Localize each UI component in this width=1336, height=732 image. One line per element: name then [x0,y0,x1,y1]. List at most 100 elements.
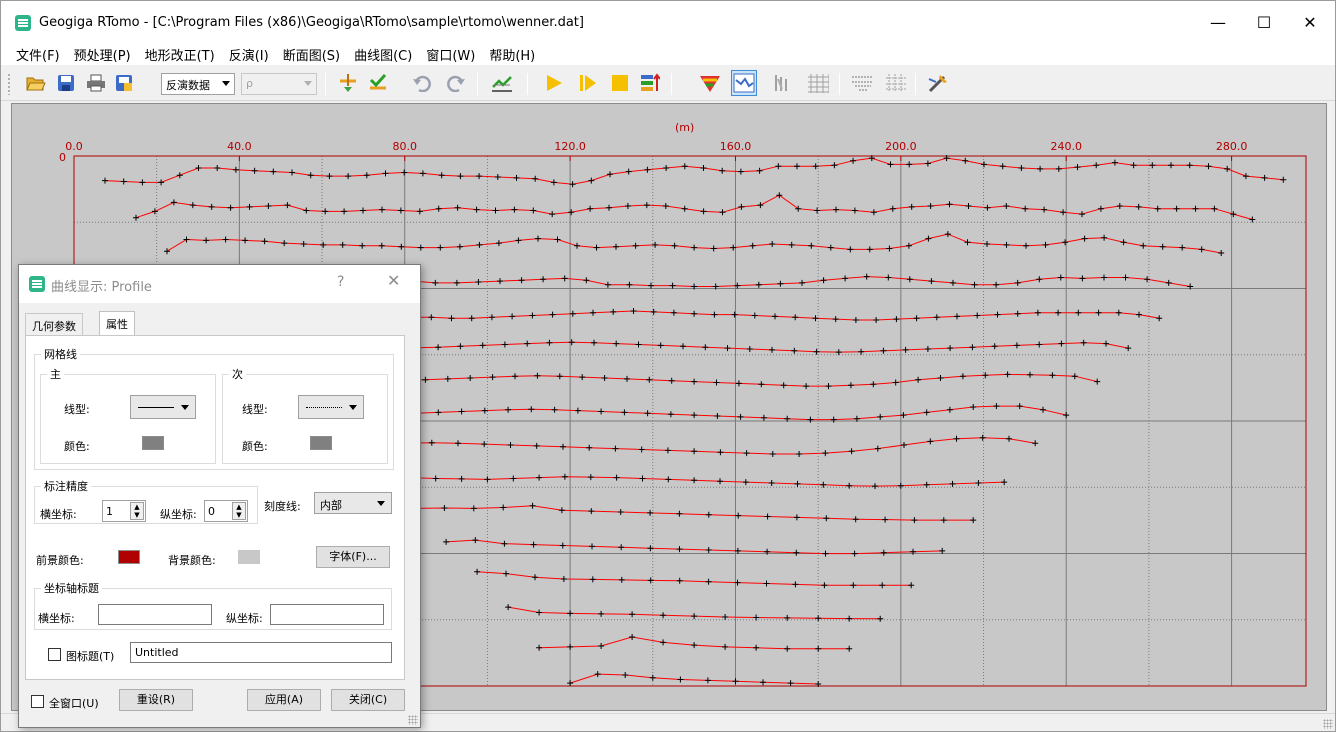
x-axis-title-input[interactable] [98,604,212,625]
model-icon[interactable] [851,72,873,94]
data-point-marker [1062,239,1069,246]
data-point-marker [776,192,783,199]
help-icon[interactable]: ? [337,274,345,290]
data-point-marker [815,615,822,622]
background-color-swatch[interactable] [238,550,260,564]
data-point-marker [913,315,920,322]
data-point-marker [587,205,594,212]
menu-file[interactable]: 文件(F) [16,48,60,64]
data-point-marker [794,163,800,170]
parameter-select[interactable]: ρ [241,73,317,95]
topo-icon[interactable] [699,72,721,94]
data-point-marker [251,167,258,174]
data-point-marker [591,339,597,346]
tick-mark-select[interactable]: 内部 [314,492,392,514]
check-icon[interactable] [367,72,389,94]
data-point-marker [848,448,855,455]
major-grid-group: 主 [40,366,216,464]
y-precision-spinner[interactable]: 0 ▲ ▼ [204,500,248,522]
close-button[interactable]: ✕ [1303,12,1317,32]
data-point-marker [610,308,617,315]
data-point-marker [975,480,982,486]
data-point-marker [492,207,499,214]
undo-icon[interactable] [411,72,433,94]
menu-window[interactable]: 窗口(W) [426,48,476,64]
x-tick-label: 40.0 [227,140,252,153]
data-point-marker [559,542,566,549]
data-point-marker [1036,341,1043,348]
chart-title-checkbox[interactable] [48,648,61,661]
data-point-marker [923,409,930,416]
dotted-line-sample [306,407,342,408]
reset-button[interactable]: 重设(R) [119,689,193,711]
data-point-marker [1140,242,1147,249]
apply-button[interactable]: 应用(A) [247,689,321,711]
print-icon[interactable] [85,72,107,94]
grid-icon[interactable] [807,72,829,94]
data-point-marker [588,177,595,184]
minimize-button[interactable]: — [1210,12,1226,32]
section-icon[interactable] [773,72,795,94]
save-icon[interactable] [55,72,77,94]
x-tick-label: 240.0 [1050,140,1082,153]
menu-terrain[interactable]: 地形改正(T) [144,48,215,64]
data-point-marker [911,517,918,524]
profile-curve [135,194,1253,220]
data-point-marker [737,168,744,175]
menu-preprocess[interactable]: 预处理(P) [73,48,131,64]
minor-color-swatch[interactable] [310,436,332,450]
tab-properties[interactable]: 属性 [99,311,135,336]
data-point-marker [722,643,729,650]
maximize-button[interactable]: ☐ [1256,12,1272,32]
filter-icon[interactable] [337,72,359,94]
menu-help[interactable]: 帮助(H) [489,48,536,64]
data-point-marker [812,163,819,170]
chart-title-input[interactable]: Untitled [130,642,392,663]
data-point-marker [1120,239,1127,246]
spinner-arrows-icon[interactable]: ▲ ▼ [130,502,144,520]
minor-line-type-select[interactable] [298,395,364,419]
major-color-swatch[interactable] [142,436,164,450]
dialog-app-icon [29,276,45,292]
profile-chart[interactable]: (m) 0.0 40.0 80.0 120.0 160.0 200.0 240.0 280.0 0 [12,104,1326,710]
menu-inversion[interactable]: 反演(I) [228,48,269,64]
data-point-marker [560,443,566,450]
export-icon[interactable] [113,72,135,94]
foreground-color-swatch[interactable] [118,550,140,564]
profile-edit-icon[interactable] [491,72,513,94]
spinner-arrows-icon[interactable]: ▲ ▼ [232,502,246,520]
tool-icon[interactable] [927,72,949,94]
major-line-type-select[interactable] [130,395,196,419]
y-axis-title-input[interactable] [270,604,384,625]
redo-icon[interactable] [445,72,467,94]
data-point-marker [1003,241,1010,248]
close-dialog-button[interactable]: 关闭(C) [331,689,405,711]
curve-icon[interactable] [731,70,757,96]
menu-section[interactable]: 断面图(S) [282,48,341,64]
stop-icon[interactable] [609,72,631,94]
toolbar-grip[interactable] [7,73,11,95]
data-point-marker [102,177,108,184]
data-point-marker [1022,205,1029,212]
sort-icon[interactable] [639,72,661,94]
menu-curve[interactable]: 曲线图(C) [354,48,413,64]
tab-geometry[interactable]: 几何参数 [25,313,83,335]
data-point-marker [1042,241,1049,248]
dialog-resize-grip[interactable] [408,715,418,725]
data-point-marker [660,612,667,619]
step-icon[interactable] [577,72,599,94]
x-precision-spinner[interactable]: 1 ▲ ▼ [102,500,146,522]
data-point-marker [753,644,760,651]
font-button[interactable]: 字体(F)... [316,546,390,568]
data-point-marker [889,205,896,212]
play-icon[interactable] [543,72,565,94]
mesh-icon[interactable] [885,72,907,94]
dialog-close-icon[interactable]: ✕ [387,271,401,290]
data-point-marker [994,311,1001,318]
open-icon[interactable] [25,72,47,94]
all-windows-checkbox[interactable] [31,695,44,708]
data-point-marker [561,275,568,282]
data-point-marker [1075,309,1082,316]
window-resize-grip[interactable] [1323,719,1333,729]
data-type-select[interactable]: 反演数据 [161,73,235,95]
